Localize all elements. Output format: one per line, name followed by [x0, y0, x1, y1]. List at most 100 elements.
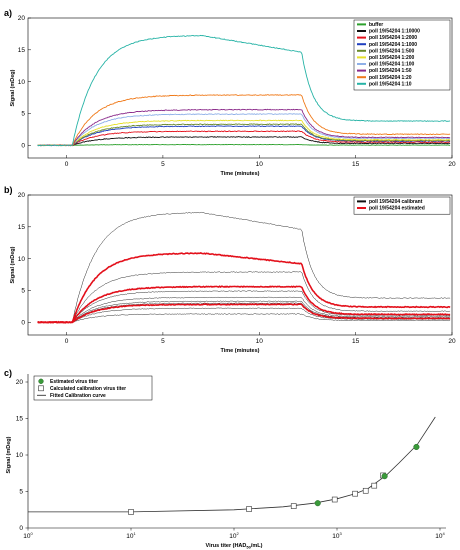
x-tick-label: 0 — [65, 161, 69, 168]
y-tick-label: 10 — [16, 452, 24, 459]
legend-label: poll 19/54204 1:10000 — [369, 29, 420, 35]
legend-label: poll 19/54204 1:2000 — [369, 35, 417, 41]
x-axis-title-main: Virus titer (HAD — [206, 543, 247, 549]
y-tick-label: 0 — [21, 319, 25, 326]
y-tick-label: 15 — [16, 416, 24, 423]
x-tick-label: 100 — [23, 531, 33, 540]
calibrant-line — [37, 296, 451, 323]
calibrant-line — [37, 271, 451, 324]
y-tick-label: 5 — [21, 288, 25, 295]
calibration-point — [290, 503, 297, 509]
calibration-point — [362, 487, 369, 494]
legend-label: poll 19/54204 1:500 — [369, 48, 415, 54]
x-tick-label: 0 — [65, 338, 69, 345]
x-tick-exponent: 3 — [340, 531, 343, 536]
y-tick-label: 20 — [16, 379, 24, 386]
legend-label: poll 19/54204 estimated — [369, 206, 425, 212]
x-tick-base: 10 — [229, 533, 237, 540]
y-tick-label: 15 — [18, 47, 26, 54]
legend-box — [353, 196, 451, 215]
series-line — [37, 123, 451, 147]
legend-box — [33, 375, 153, 401]
x-axis-title: Time (minutes) — [220, 171, 259, 177]
series-line — [37, 113, 451, 147]
fitted-curve — [28, 416, 436, 513]
y-tick-label: 20 — [18, 15, 26, 22]
legend-label: poll 19/54204 1:50 — [369, 68, 412, 74]
series-line — [37, 108, 451, 147]
panel-b: b) 0 5 10 15 20 0 5 10 15 20 Time (minutes) Signal (… — [4, 185, 456, 354]
legend-label: Estimated virus titer — [50, 379, 98, 385]
x-tick-exponent: 4 — [443, 531, 446, 536]
calibrant-line — [37, 290, 451, 323]
panel-letter: c) — [4, 368, 12, 378]
estimated-point — [381, 473, 388, 480]
x-tick-label: 15 — [352, 338, 360, 345]
x-tick-label: 101 — [126, 531, 136, 540]
calibration-point — [352, 490, 358, 497]
x-tick-label: 10 — [256, 161, 264, 168]
series-line — [37, 136, 451, 147]
x-tick-base: 10 — [332, 533, 340, 540]
calibration-point — [128, 509, 134, 515]
x-tick-base: 10 — [126, 533, 134, 540]
panel-a: a) 0 5 10 15 20 0 5 10 15 20 Time (minutes) Signal (… — [4, 8, 456, 177]
y-tick-label: 20 — [18, 192, 26, 199]
x-tick-base: 10 — [23, 533, 31, 540]
y-axis-title: Signal (mDeg) — [10, 246, 16, 283]
legend-label: Calculated calibration virus titer — [50, 386, 126, 392]
y-tick-label: 5 — [21, 111, 25, 118]
x-axis-title-sub: 50 — [246, 545, 251, 550]
series-line — [37, 34, 451, 147]
x-tick-label: 20 — [448, 338, 456, 345]
legend-label: poll 19/54204 1:20 — [369, 75, 412, 81]
y-tick-label: 10 — [18, 256, 26, 263]
y-axis-title: Signal (mDeg) — [6, 436, 12, 473]
legend-marker — [38, 378, 44, 384]
x-axis-title: Virus titer (HAD50/mL) — [206, 543, 263, 550]
x-axis-title: Time (minutes) — [220, 348, 259, 354]
plot-frame — [27, 194, 453, 336]
legend-marker — [38, 385, 44, 392]
series-line — [37, 143, 451, 146]
x-tick-exponent: 2 — [237, 531, 240, 536]
legend-label: poll 19/54204 1:100 — [369, 62, 415, 68]
calibration-point — [246, 506, 252, 512]
y-tick-label: 10 — [18, 79, 26, 86]
estimated-line — [37, 252, 451, 324]
legend-label: poll 19/54204 calibrant — [369, 199, 423, 205]
x-tick-label: 104 — [435, 531, 445, 540]
legend-label: poll 19/54204 1:200 — [369, 55, 415, 61]
estimated-line — [37, 303, 451, 324]
legend-label: Fitted Calibration curve — [50, 393, 106, 399]
series-line — [37, 94, 451, 147]
calibration-point — [371, 482, 378, 489]
legend-label: poll 19/54204 1:1000 — [369, 42, 417, 48]
series-line — [37, 130, 451, 147]
estimated-line — [37, 285, 451, 324]
calibrant-line — [37, 211, 451, 324]
legend-label: buffer — [369, 22, 383, 28]
legend-label: poll 19/54204 1:10 — [369, 81, 412, 87]
calibrant-line — [37, 313, 451, 323]
estimated-point — [314, 500, 321, 507]
legend-box — [353, 19, 451, 91]
x-axis-title-end: /mL) — [251, 543, 263, 549]
x-tick-label: 103 — [332, 531, 342, 540]
x-tick-exponent: 1 — [134, 531, 137, 536]
x-tick-label: 102 — [229, 531, 239, 540]
y-tick-label: 5 — [19, 489, 23, 496]
x-tick-label: 5 — [161, 338, 165, 345]
calibration-point — [331, 496, 338, 503]
x-tick-exponent: 0 — [31, 531, 34, 536]
x-tick-label: 5 — [161, 161, 165, 168]
y-tick-label: 0 — [21, 142, 25, 149]
y-tick-label: 0 — [19, 525, 23, 532]
estimated-point — [413, 443, 420, 451]
x-tick-label: 10 — [256, 338, 264, 345]
x-tick-base: 10 — [435, 533, 443, 540]
plot-frame — [27, 17, 453, 159]
series-line — [37, 119, 451, 147]
y-axis-title: Signal (mDeg) — [10, 69, 16, 106]
